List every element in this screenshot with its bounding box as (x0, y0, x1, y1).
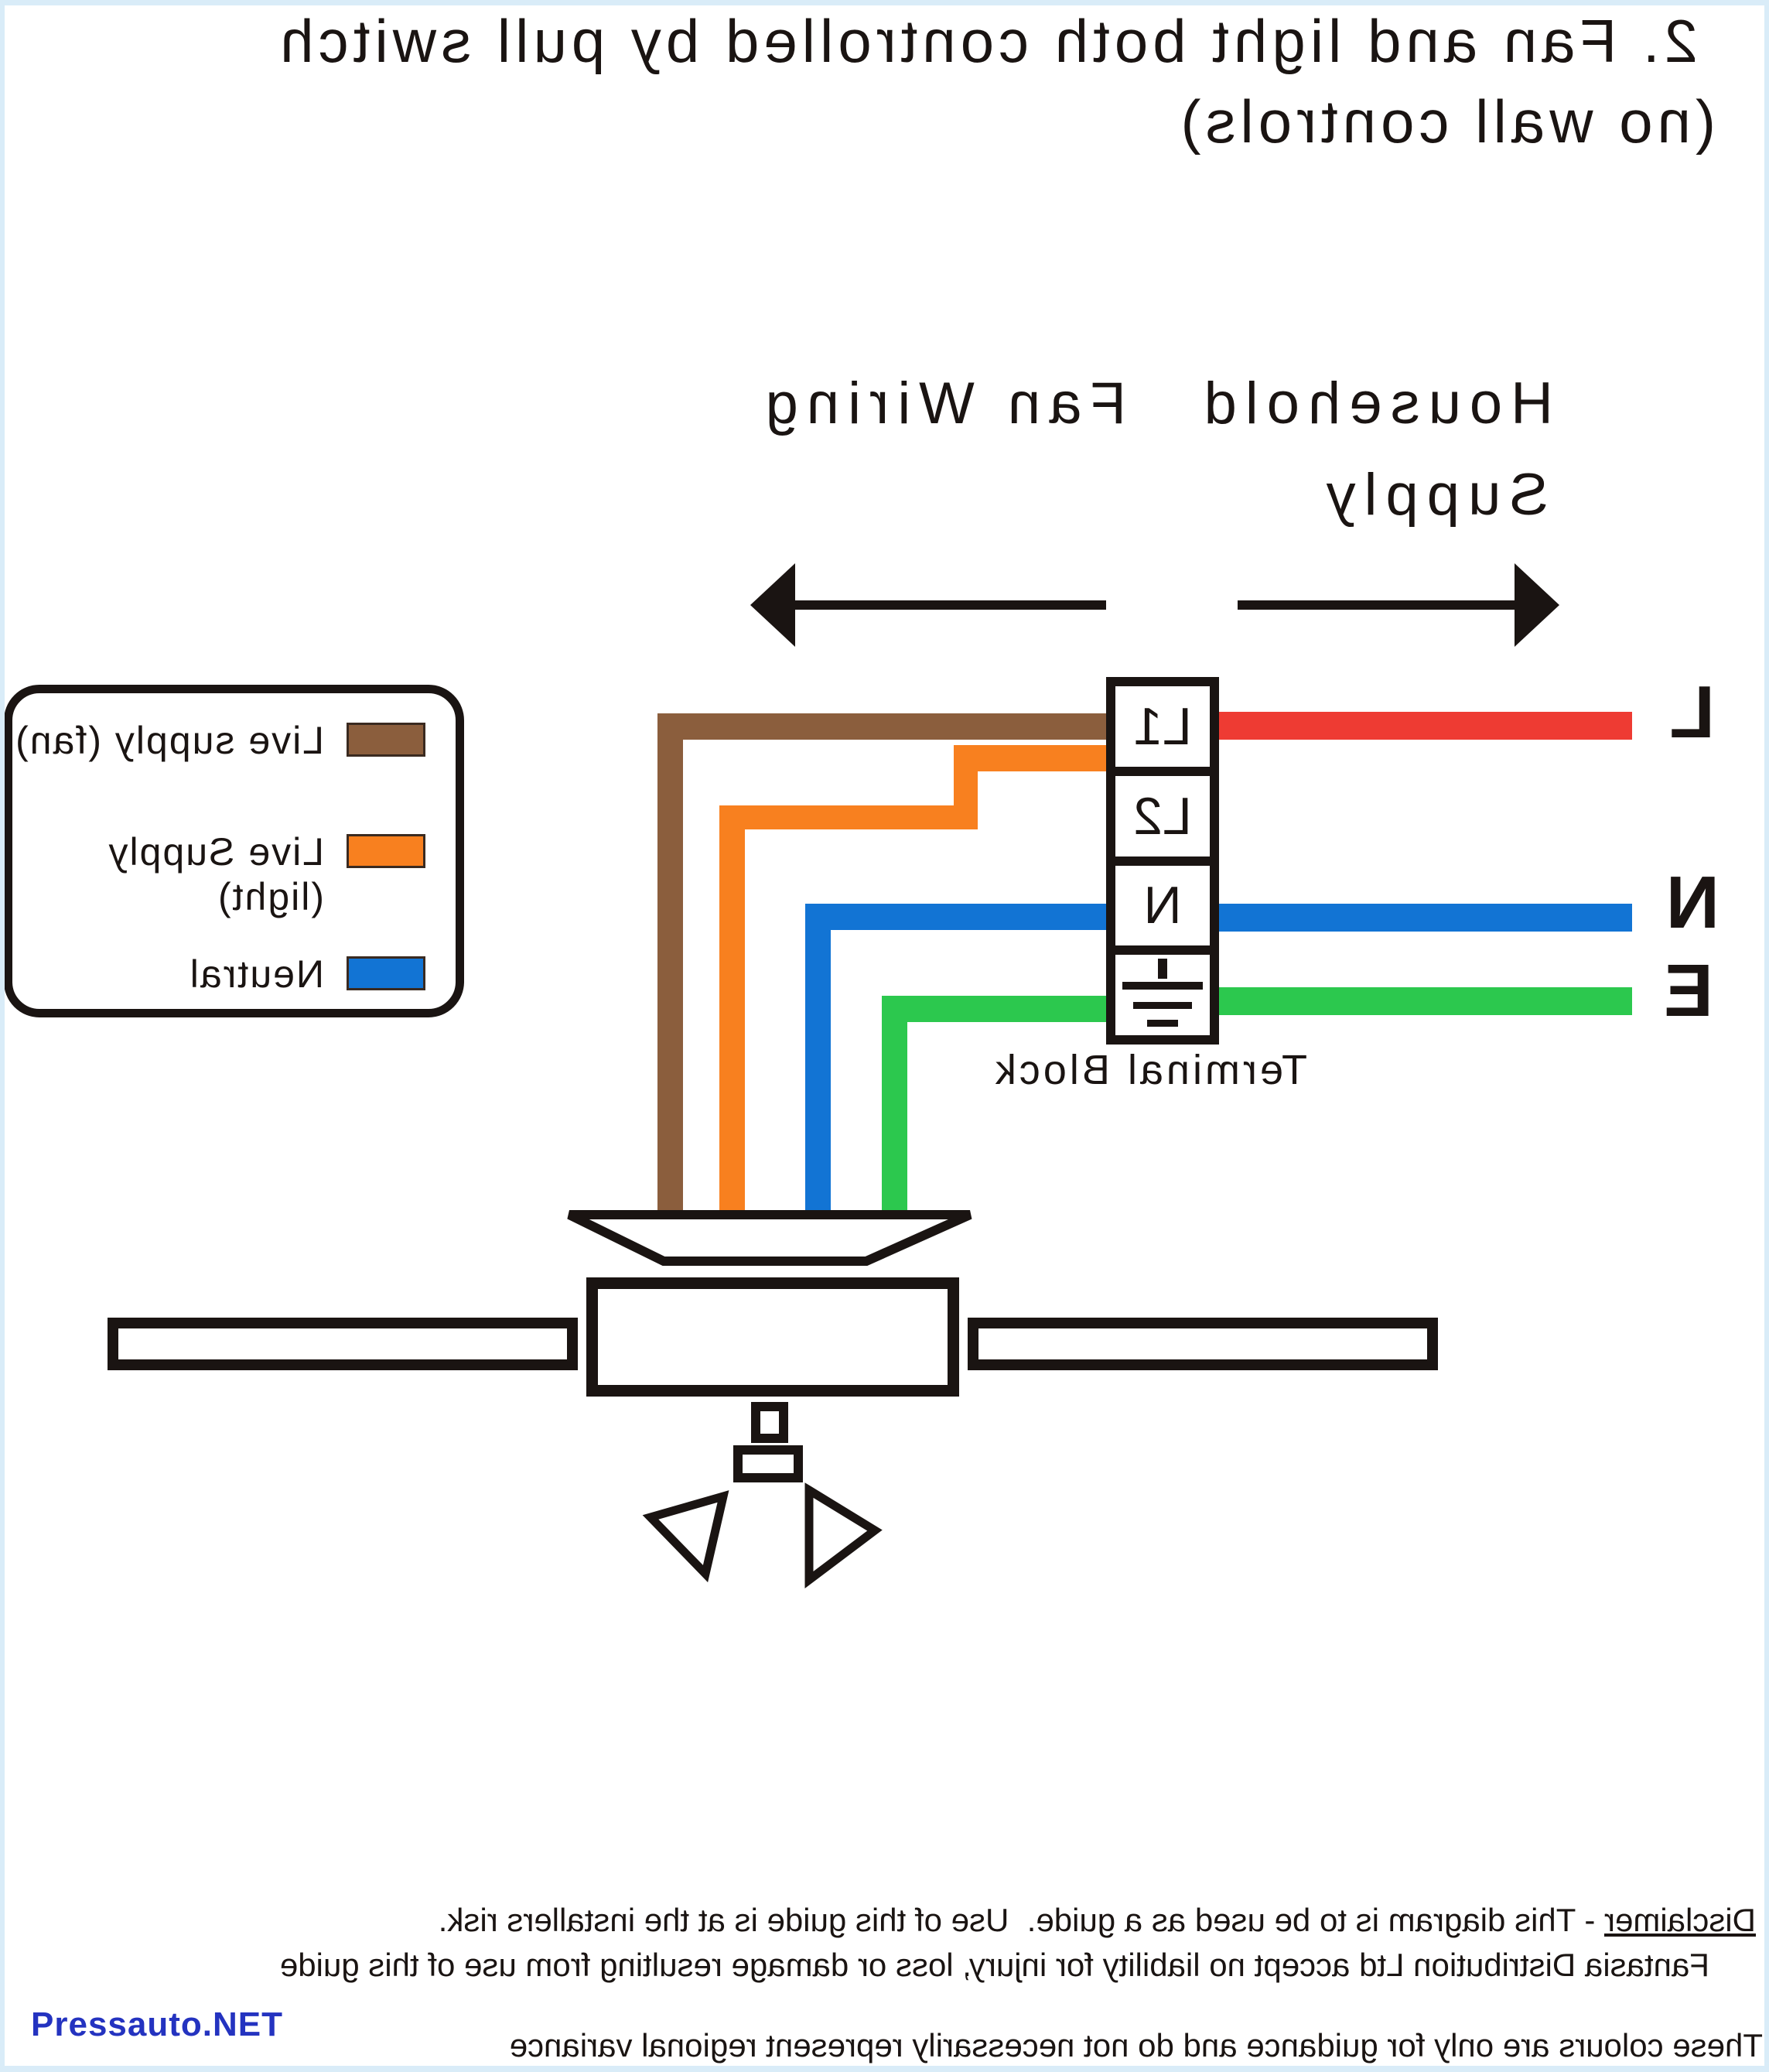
right-lamp-icon (642, 1490, 729, 1583)
disclaimer-line3: These colours are only for guidance and … (509, 2027, 1763, 2063)
page-edge-bottom (0, 2066, 1769, 2072)
terminal-cell-n: N (1115, 856, 1210, 946)
disclaimer-line1: Disclaimer - This diagram is to be used … (439, 1902, 1756, 1939)
legend-row: Neutral (0, 952, 456, 997)
line-label: L (1669, 671, 1715, 754)
legend-label: Neutral (188, 952, 324, 996)
light-live-wire-lower (719, 805, 978, 829)
blue-swatch (347, 956, 425, 990)
earth-label: E (1663, 949, 1713, 1032)
terminal-cell-l2: L2 (1115, 766, 1210, 856)
fan-canopy (567, 1210, 972, 1266)
fan-neutral-wire-horizontal (805, 904, 1106, 930)
fan-light-fitting (733, 1445, 803, 1482)
fan-earth-wire-horizontal (882, 996, 1106, 1022)
page-edge-top (0, 0, 1769, 5)
neutral-label: N (1665, 861, 1719, 944)
fan-live-wire-vertical (657, 713, 683, 1215)
arrow-shaft (792, 600, 1106, 610)
supply-label: Supply (1317, 462, 1549, 528)
brown-swatch (347, 723, 425, 757)
earth-supply-wire (1219, 987, 1632, 1015)
arrow-head-icon (750, 563, 795, 647)
terminal-cell-l1: L1 (1115, 686, 1210, 767)
pressauto-watermark: Pressauto.NET (31, 2005, 283, 2043)
orange-swatch (347, 834, 425, 868)
diagram-title-line2: (no wall controls) (1176, 87, 1716, 156)
fan-neutral-wire-vertical (805, 904, 831, 1215)
terminal-block: L1 L2 N (1106, 677, 1219, 1045)
fan-motor-housing (586, 1277, 959, 1397)
terminal-cell-label: L1 (1133, 696, 1192, 756)
fan-wiring-label: Fan Wiring (756, 371, 1126, 436)
legend-label: Live supply (fan) (14, 719, 324, 762)
household-supply-arrow (1238, 563, 1559, 647)
diagram-title-line1: 2. Fan and light both controlled by pull… (275, 7, 1698, 75)
fan-live-wire-horizontal (657, 713, 1106, 740)
terminal-cell-earth (1115, 945, 1210, 1035)
left-lamp-icon (804, 1482, 883, 1589)
legend-label: Live Supply (light) (107, 830, 325, 918)
fan-downrod (751, 1402, 788, 1443)
neutral-supply-wire (1219, 904, 1632, 932)
terminal-cell-label: N (1143, 876, 1182, 935)
page-edge-left (0, 0, 5, 2072)
fan-earth-wire-vertical (882, 996, 907, 1215)
arrow-head-icon (1515, 563, 1559, 647)
wire-colour-legend: Live supply (fan) Live Supply (light) Ne… (4, 685, 464, 1017)
fan-blade-left (968, 1318, 1438, 1370)
arrow-shaft (1238, 600, 1518, 610)
live-supply-wire (1219, 712, 1632, 740)
terminal-cell-label: L2 (1133, 786, 1192, 846)
fan-blade-right (108, 1318, 578, 1370)
light-live-wire-vertical (719, 805, 745, 1215)
legend-row: Live supply (fan) (0, 719, 456, 763)
legend-row: Live Supply (light) (0, 830, 456, 918)
disclaimer-line2: Fantasia Distribution Ltd accept no liab… (279, 1947, 1709, 1983)
page-edge-right (1764, 0, 1769, 2072)
fan-wiring-arrow (750, 563, 1106, 647)
terminal-block-caption: Terminal Block (992, 1047, 1307, 1093)
disclaimer-rest: - This diagram is to be used as a guide.… (438, 1902, 1604, 1938)
disclaimer-word: Disclaimer (1603, 1902, 1756, 1938)
household-label: Household (1195, 371, 1553, 436)
earth-icon (1120, 958, 1205, 1032)
